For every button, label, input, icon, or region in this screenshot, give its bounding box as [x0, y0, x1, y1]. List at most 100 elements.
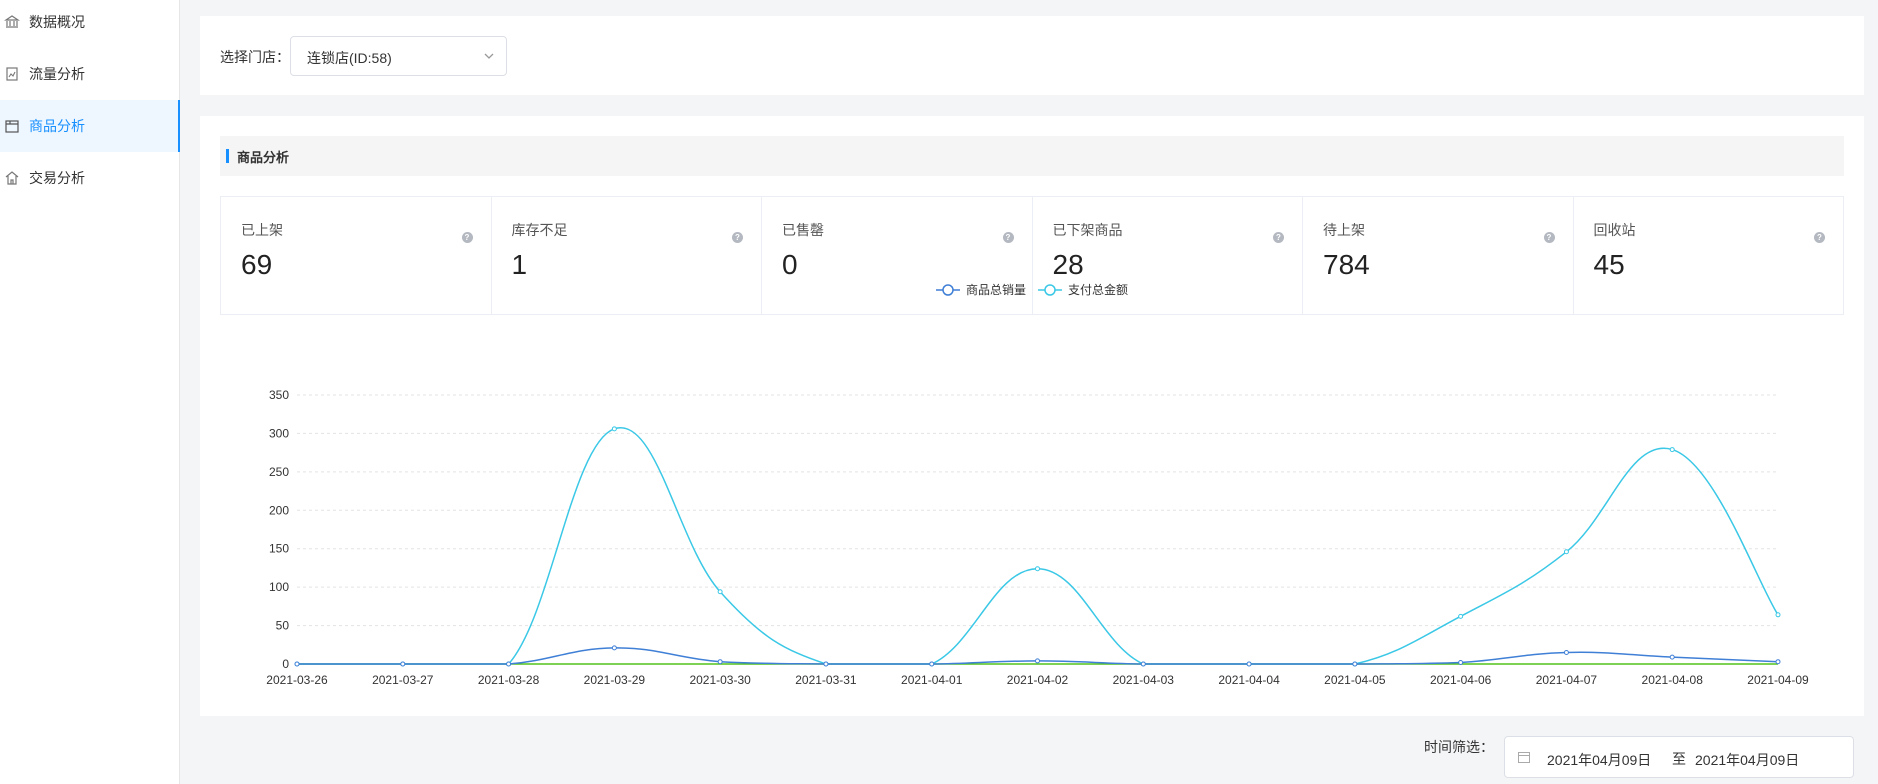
data-point [1563, 649, 1569, 655]
stat-label: 已下架商品 [1052, 222, 1123, 238]
date-range-picker[interactable]: 2021年04月09日 至 2021年04月09日 [1504, 736, 1854, 778]
date-start[interactable]: 2021年04月09日 [1547, 752, 1652, 768]
box-icon [4, 118, 20, 134]
sidebar-item-label: 商品分析 [29, 118, 85, 134]
sidebar-item-label: 数据概况 [29, 14, 85, 30]
help-icon[interactable]: ? [1814, 232, 1825, 243]
legend-label: 商品总销量 [966, 282, 1026, 297]
data-point [1669, 654, 1675, 660]
legend-marker [1044, 284, 1056, 296]
stats-row: 已上架 69 ? 库存不足 1 ? 已售罄 0 ? 已下架商品 28 ? 待上架… [220, 196, 1844, 315]
date-separator: 至 [1672, 751, 1686, 767]
goods-analysis-card: 商品分析 已上架 69 ? 库存不足 1 ? 已售罄 0 ? 已下架商品 28 … [200, 116, 1864, 716]
stat-value: 28 [1052, 249, 1084, 280]
stat-value: 69 [241, 249, 273, 280]
x-tick-label: 2021-03-28 [478, 673, 540, 687]
data-point [1352, 661, 1358, 667]
data-point [1563, 549, 1569, 555]
series-line [296, 427, 1779, 665]
x-tick-label: 2021-04-07 [1536, 673, 1598, 687]
x-tick-label: 2021-03-31 [795, 673, 857, 687]
stat-card: 待上架 784 ? [1303, 197, 1574, 314]
stat-card: 已售罄 0 ? [762, 197, 1033, 314]
data-point [929, 661, 935, 667]
x-tick-label: 2021-04-01 [901, 673, 963, 687]
stat-card: 回收站 45 ? [1574, 197, 1844, 314]
y-tick-label: 150 [269, 542, 289, 556]
stat-label: 库存不足 [511, 222, 568, 238]
x-tick-label: 2021-04-04 [1218, 673, 1280, 687]
x-tick-label: 2021-03-26 [266, 673, 328, 687]
chart-legend: 商品总销量 支付总金额 [936, 282, 1128, 297]
line-chart: 0 50 100 150 200 250 300 350 2021-03-26 2021-03-… [266, 282, 1809, 687]
data-point [1775, 612, 1781, 618]
data-point [1775, 659, 1781, 665]
legend-marker [942, 284, 954, 296]
bank-icon [4, 14, 20, 30]
y-tick-label: 250 [269, 465, 289, 479]
x-tick-label: 2021-04-02 [1007, 673, 1069, 687]
data-point [1458, 613, 1464, 619]
sidebar-item-label: 流量分析 [29, 66, 85, 82]
y-tick-label: 300 [269, 426, 289, 440]
x-tick-label: 2021-04-09 [1747, 673, 1809, 687]
stat-card: 库存不足 1 ? [492, 197, 762, 314]
help-icon[interactable]: ? [461, 232, 473, 243]
stat-label: 待上架 [1323, 222, 1365, 238]
data-point [717, 589, 723, 595]
sidebar-item-goods[interactable]: 商品分析 [0, 100, 180, 152]
building-icon [4, 170, 20, 186]
data-point [611, 426, 617, 432]
data-point [1035, 566, 1040, 572]
sidebar-item-overview[interactable]: 数据概况 [0, 0, 180, 48]
sidebar-item-trade[interactable]: 交易分析 [0, 152, 180, 204]
y-tick-label: 0 [282, 657, 289, 671]
y-tick-label: 100 [269, 580, 289, 594]
data-point [1035, 658, 1040, 664]
chart-doc-icon [4, 66, 20, 82]
data-point [1246, 661, 1252, 667]
store-select[interactable]: 连锁店(ID:58) [290, 36, 507, 76]
y-axis: 0 50 100 150 200 250 300 350 [269, 388, 289, 671]
calendar-icon [1517, 750, 1531, 769]
help-icon[interactable]: ? [1543, 232, 1555, 243]
data-point [717, 659, 723, 665]
data-point [1458, 659, 1464, 665]
data-point [294, 661, 300, 667]
x-tick-label: 2021-03-29 [584, 673, 646, 687]
data-point [1669, 447, 1675, 453]
data-point [611, 645, 617, 651]
stat-label: 回收站 [1593, 222, 1636, 238]
sidebar-item-label: 交易分析 [29, 170, 85, 186]
chevron-down-icon [482, 49, 496, 68]
date-end[interactable]: 2021年04月09日 [1695, 752, 1800, 768]
data-point [400, 661, 406, 667]
chart-grid [297, 394, 1778, 665]
sidebar: 数据概况 流量分析 商品分析 交易分析 [0, 0, 180, 784]
help-icon[interactable]: ? [732, 232, 743, 243]
x-tick-label: 2021-04-08 [1642, 673, 1704, 687]
legend-label: 支付总金额 [1068, 282, 1128, 297]
help-icon[interactable]: ? [1002, 232, 1014, 243]
x-tick-label: 2021-03-27 [372, 673, 434, 687]
section-header: 商品分析 [220, 136, 1844, 176]
stat-value: 45 [1593, 249, 1625, 280]
x-tick-label: 2021-04-05 [1324, 673, 1386, 687]
y-tick-label: 200 [269, 503, 289, 517]
y-tick-label: 350 [269, 388, 289, 402]
stat-label: 已上架 [241, 222, 283, 238]
data-point [506, 661, 512, 667]
store-select-value: 连锁店(ID:58) [307, 50, 392, 66]
y-tick-label: 50 [276, 619, 290, 633]
x-tick-label: 2021-03-30 [689, 673, 751, 687]
section-title: 商品分析 [237, 150, 290, 165]
stat-value: 0 [782, 249, 798, 280]
time-filter-label: 时间筛选： [1424, 739, 1494, 755]
data-point [823, 661, 829, 667]
chart-series [294, 426, 1781, 667]
stat-value: 784 [1323, 249, 1370, 280]
x-tick-label: 2021-04-03 [1113, 673, 1175, 687]
sidebar-item-traffic[interactable]: 流量分析 [0, 48, 180, 100]
stat-card: 已上架 69 ? [221, 197, 492, 314]
help-icon[interactable]: ? [1273, 232, 1284, 243]
